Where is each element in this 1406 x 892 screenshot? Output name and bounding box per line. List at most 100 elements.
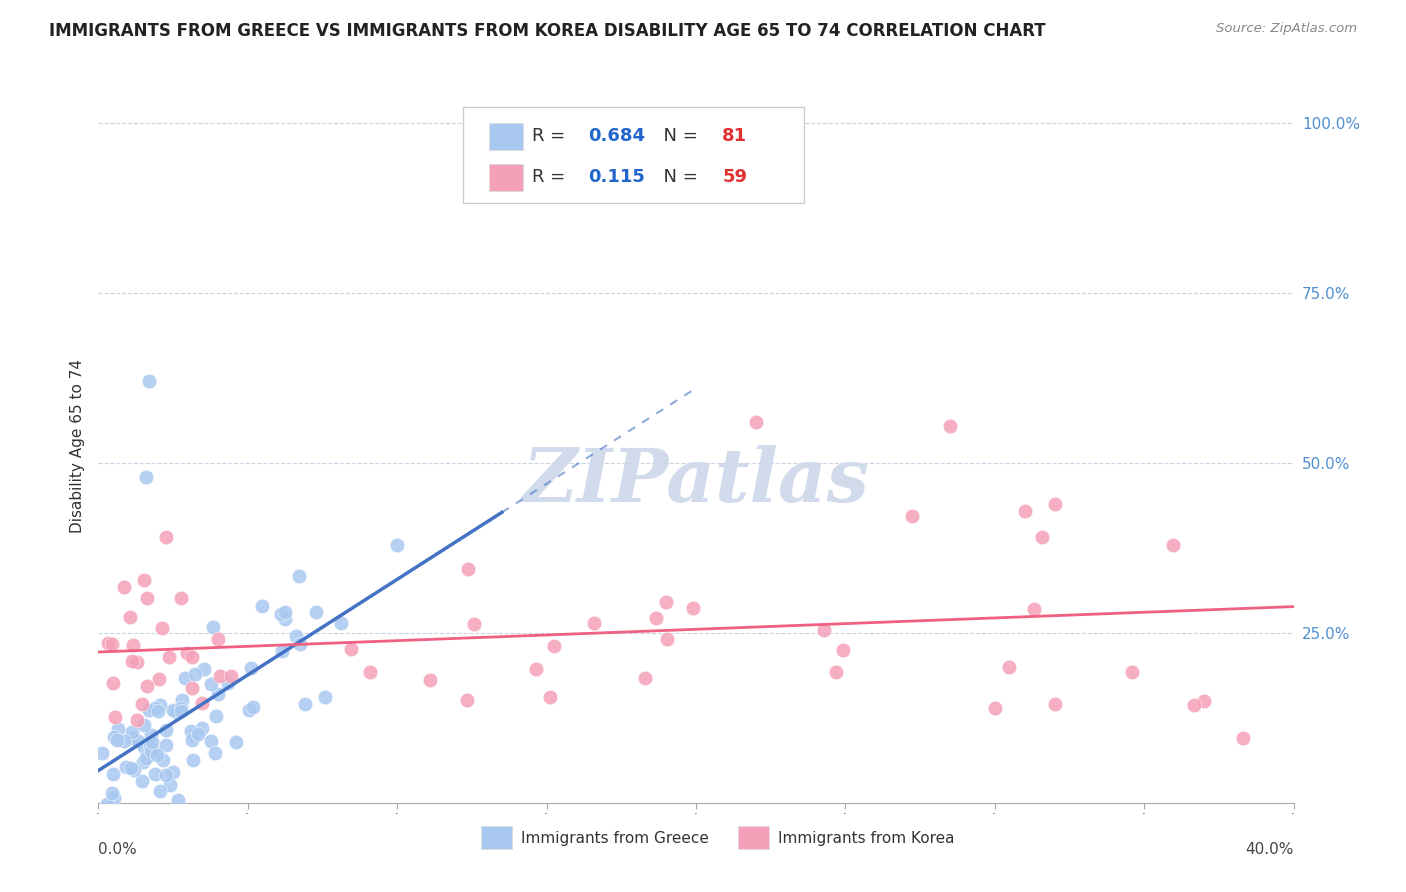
Point (136, 809, 159, 823)
Point (419, 673, 441, 688)
Point (136, 679, 159, 693)
Point (139, 744, 162, 758)
Point (1192, 694, 1215, 708)
Bar (489, 164, 523, 192)
Point (1031, 530, 1053, 544)
Text: 0.115: 0.115 (589, 169, 645, 186)
Text: R =: R = (533, 128, 571, 145)
Point (824, 665, 846, 680)
Point (200, 677, 222, 691)
Point (745, 415, 768, 429)
Point (115, 760, 138, 774)
Text: Source: ZipAtlas.com: Source: ZipAtlas.com (1216, 22, 1357, 36)
Point (997, 659, 1019, 673)
Point (193, 662, 215, 676)
Point (359, 665, 381, 679)
Point (183, 728, 205, 742)
Point (149, 698, 172, 712)
Point (181, 753, 204, 767)
Point (582, 616, 605, 631)
Point (1043, 497, 1066, 511)
FancyBboxPatch shape (463, 107, 804, 203)
Point (120, 760, 142, 774)
Point (456, 693, 478, 707)
Bar (738, 826, 769, 849)
Point (149, 784, 172, 798)
Point (139, 739, 162, 753)
Text: R =: R = (533, 169, 571, 186)
Point (385, 537, 409, 551)
Point (121, 654, 143, 668)
Point (294, 698, 316, 712)
Point (146, 748, 169, 763)
Point (1182, 698, 1205, 713)
Point (204, 746, 226, 760)
Point (1161, 538, 1184, 552)
Text: N =: N = (652, 169, 703, 186)
Point (155, 738, 177, 752)
Point (170, 701, 193, 715)
Point (91, 746, 114, 760)
Point (1014, 503, 1036, 517)
Point (159, 778, 181, 792)
Point (138, 703, 160, 717)
Point (135, 469, 157, 483)
Point (165, 705, 187, 719)
Point (125, 655, 148, 669)
Point (1043, 698, 1066, 712)
Point (305, 605, 328, 619)
Point (900, 508, 922, 523)
Point (240, 661, 263, 675)
Point (1232, 731, 1254, 746)
Point (180, 723, 202, 738)
Point (200, 734, 222, 748)
Point (143, 701, 166, 715)
Point (155, 723, 177, 737)
Bar (481, 826, 512, 849)
Point (107, 722, 129, 736)
Point (242, 700, 264, 714)
Point (148, 704, 170, 718)
Point (172, 693, 194, 707)
Point (274, 605, 297, 619)
Point (112, 580, 135, 594)
Text: IMMIGRANTS FROM GREECE VS IMMIGRANTS FROM KOREA DISABILITY AGE 65 TO 74 CORRELAT: IMMIGRANTS FROM GREECE VS IMMIGRANTS FRO… (49, 22, 1046, 40)
Point (288, 637, 311, 651)
Point (138, 375, 160, 389)
Point (148, 672, 170, 686)
Bar (489, 123, 523, 151)
Point (112, 734, 135, 748)
Point (101, 786, 124, 800)
Point (181, 733, 204, 747)
Point (135, 751, 157, 765)
Point (127, 713, 149, 727)
Point (219, 669, 242, 683)
Point (190, 697, 212, 711)
Point (330, 616, 353, 631)
Point (207, 632, 229, 647)
Point (150, 621, 173, 635)
Point (538, 690, 561, 704)
Point (170, 704, 193, 718)
Point (183, 667, 205, 681)
Text: ZIPatlas: ZIPatlas (523, 445, 869, 518)
Point (634, 671, 657, 685)
Point (167, 792, 190, 806)
Point (270, 607, 292, 622)
Y-axis label: Disability Age 65 to 74: Disability Age 65 to 74 (69, 359, 84, 533)
Text: 0.684: 0.684 (589, 128, 645, 145)
Point (202, 620, 225, 634)
Point (122, 763, 145, 777)
Point (121, 731, 143, 746)
Point (132, 755, 155, 769)
Point (813, 624, 835, 638)
Point (204, 709, 226, 723)
Point (340, 641, 363, 656)
Point (682, 601, 704, 615)
Point (141, 728, 163, 742)
Point (657, 632, 679, 646)
Point (152, 753, 174, 767)
Point (1024, 602, 1046, 616)
Point (155, 530, 177, 544)
Point (187, 727, 209, 741)
